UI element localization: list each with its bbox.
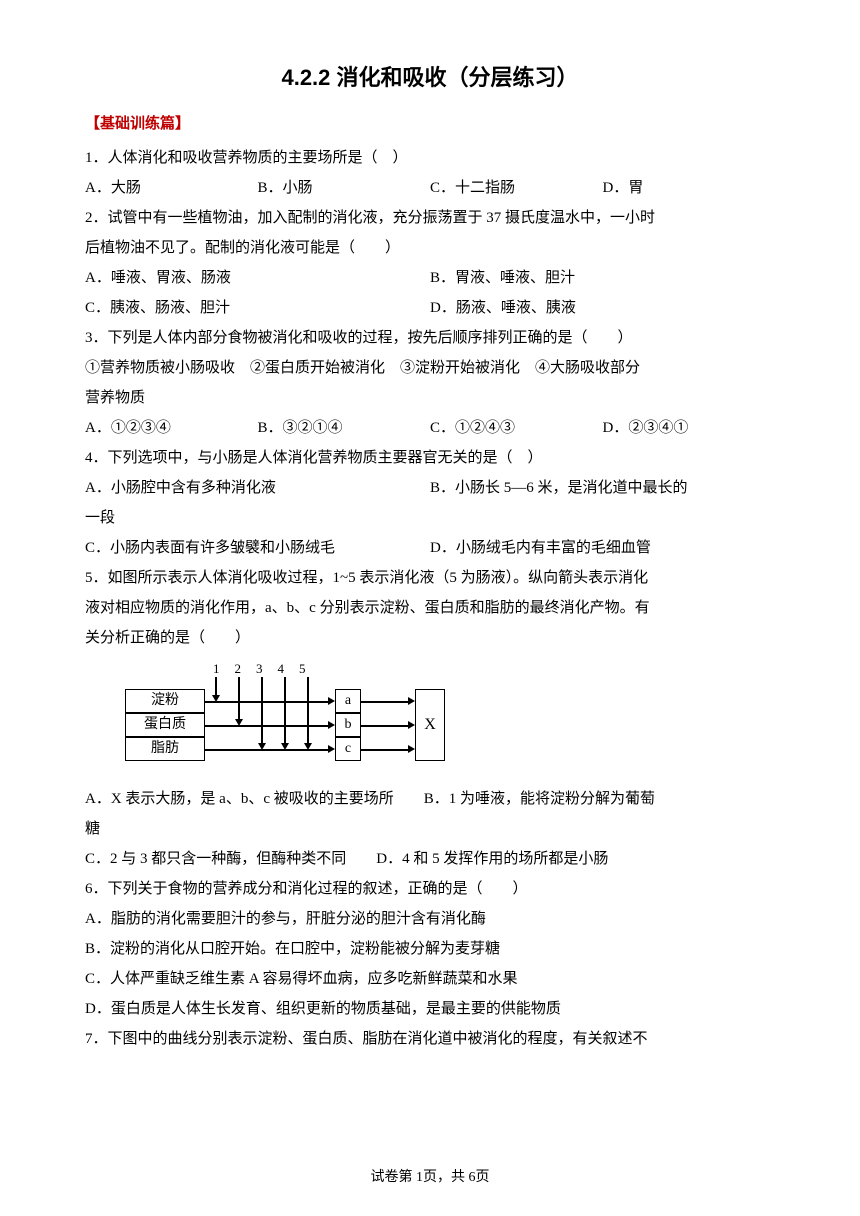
arrow-row1-head — [328, 697, 335, 705]
q4-opt-b-cont: 一段 — [85, 503, 775, 533]
q4-stem: 4．下列选项中，与小肠是人体消化营养物质主要器官无关的是（ ） — [85, 443, 775, 473]
diagram-box-protein: 蛋白质 — [125, 713, 205, 737]
q5-opt-b: B．1 为唾液，能将淀粉分解为葡萄 — [424, 791, 655, 807]
q5-opts-row2: C．2 与 3 都只含一种酶，但酶种类不同 D．4 和 5 发挥作用的场所都是小… — [85, 844, 775, 874]
q5-stem-2: 液对相应物质的消化作用，a、b、c 分别表示淀粉、蛋白质和脂肪的最终消化产物。有 — [85, 593, 775, 623]
diagram-box-x: X — [415, 689, 445, 761]
arrow-c-x-head — [408, 745, 415, 753]
arrow-a-x — [361, 701, 410, 703]
diagram-box-b: b — [335, 713, 361, 737]
diagram-number-labels: 12345 — [213, 661, 321, 677]
q2-stem-2: 后植物油不见了。配制的消化液可能是（ ） — [85, 233, 775, 263]
page-title: 4.2.2 消化和吸收（分层练习） — [85, 60, 775, 92]
q6-stem: 6．下列关于食物的营养成分和消化过程的叙述，正确的是（ ） — [85, 874, 775, 904]
q3-opt-b: B．③②①④ — [258, 413, 431, 443]
q6-opt-d: D．蛋白质是人体生长发育、组织更新的物质基础，是最主要的供能物质 — [85, 994, 775, 1024]
q3-opt-d: D．②③④① — [603, 413, 776, 443]
q5-stem-3: 关分析正确的是（ ） — [85, 623, 775, 653]
arrow-b-x-head — [408, 721, 415, 729]
q4-opt-c: C．小肠内表面有许多皱襞和小肠绒毛 — [85, 533, 430, 563]
q6-opt-a: A．脂肪的消化需要胆汁的参与，肝脏分泌的胆汁含有消化酶 — [85, 904, 775, 934]
arrow-v4-head — [281, 743, 289, 750]
arrow-v4 — [284, 677, 286, 745]
q2-options-1: A．唾液、胃液、肠液 B．胃液、唾液、胆汁 — [85, 263, 775, 293]
diagram-box-fat: 脂肪 — [125, 737, 205, 761]
q1-options: A．大肠 B．小肠 C．十二指肠 D．胃 — [85, 173, 775, 203]
q1-opt-a: A．大肠 — [85, 173, 258, 203]
q5-opt-b-cont: 糖 — [85, 814, 775, 844]
arrow-row2 — [205, 725, 330, 727]
q6-opt-c: C．人体严重缺乏维生素 A 容易得坏血病，应多吃新鲜蔬菜和水果 — [85, 964, 775, 994]
q2-stem-1: 2．试管中有一些植物油，加入配制的消化液，充分振荡置于 37 摄氏度温水中，一小… — [85, 203, 775, 233]
q5-diagram: 12345 淀粉 蛋白质 脂肪 a b c X — [125, 661, 465, 776]
arrow-v1-head — [212, 695, 220, 702]
page-footer: 试卷第 1页，共 6页 — [0, 1166, 860, 1186]
arrow-v1 — [215, 677, 217, 697]
q3-stem-2: ①营养物质被小肠吸收 ②蛋白质开始被消化 ③淀粉开始被消化 ④大肠吸收部分 — [85, 353, 775, 383]
arrow-a-x-head — [408, 697, 415, 705]
q1-opt-c: C．十二指肠 — [430, 173, 603, 203]
q2-opt-a: A．唾液、胃液、肠液 — [85, 263, 430, 293]
q2-opt-c: C．胰液、肠液、胆汁 — [85, 293, 430, 323]
section-header: 【基础训练篇】 — [85, 112, 775, 133]
arrow-v2 — [238, 677, 240, 721]
q2-options-2: C．胰液、肠液、胆汁 D．肠液、唾液、胰液 — [85, 293, 775, 323]
q5-opt-a: A．X 表示大肠，是 a、b、c 被吸收的主要场所 — [85, 791, 394, 807]
arrow-v3 — [261, 677, 263, 745]
q3-options: A．①②③④ B．③②①④ C．①②④③ D．②③④① — [85, 413, 775, 443]
q7-stem: 7．下图中的曲线分别表示淀粉、蛋白质、脂肪在消化道中被消化的程度，有关叙述不 — [85, 1024, 775, 1054]
arrow-v3-head — [258, 743, 266, 750]
diagram-box-a: a — [335, 689, 361, 713]
diagram-box-c: c — [335, 737, 361, 761]
q1-opt-b: B．小肠 — [258, 173, 431, 203]
q2-opt-d: D．肠液、唾液、胰液 — [430, 293, 775, 323]
q5-stem-1: 5．如图所示表示人体消化吸收过程，1~5 表示消化液（5 为肠液）。纵向箭头表示… — [85, 563, 775, 593]
q5-opt-d: D．4 和 5 发挥作用的场所都是小肠 — [376, 851, 608, 867]
q4-options-2: C．小肠内表面有许多皱襞和小肠绒毛 D．小肠绒毛内有丰富的毛细血管 — [85, 533, 775, 563]
arrow-c-x — [361, 749, 410, 751]
arrow-v2-head — [235, 719, 243, 726]
arrow-v5-head — [304, 743, 312, 750]
arrow-row3-head — [328, 745, 335, 753]
arrow-row2-head — [328, 721, 335, 729]
q3-opt-a: A．①②③④ — [85, 413, 258, 443]
q3-stem-1: 3．下列是人体内部分食物被消化和吸收的过程，按先后顺序排列正确的是（ ） — [85, 323, 775, 353]
q5-opts-row1: A．X 表示大肠，是 a、b、c 被吸收的主要场所 B．1 为唾液，能将淀粉分解… — [85, 784, 775, 814]
q3-opt-c: C．①②④③ — [430, 413, 603, 443]
q4-opt-a: A．小肠腔中含有多种消化液 — [85, 473, 430, 503]
q4-opt-b: B．小肠长 5—6 米，是消化道中最长的 — [430, 473, 775, 503]
q6-opt-b: B．淀粉的消化从口腔开始。在口腔中，淀粉能被分解为麦芽糖 — [85, 934, 775, 964]
q4-opt-d: D．小肠绒毛内有丰富的毛细血管 — [430, 533, 775, 563]
q4-options-1: A．小肠腔中含有多种消化液 B．小肠长 5—6 米，是消化道中最长的 — [85, 473, 775, 503]
arrow-v5 — [307, 677, 309, 745]
q5-opt-c: C．2 与 3 都只含一种酶，但酶种类不同 — [85, 851, 346, 867]
q1-stem: 1．人体消化和吸收营养物质的主要场所是（ ） — [85, 143, 775, 173]
q1-opt-d: D．胃 — [603, 173, 776, 203]
diagram-box-starch: 淀粉 — [125, 689, 205, 713]
arrow-row1 — [205, 701, 330, 703]
q3-stem-3: 营养物质 — [85, 383, 775, 413]
q2-opt-b: B．胃液、唾液、胆汁 — [430, 263, 775, 293]
arrow-b-x — [361, 725, 410, 727]
